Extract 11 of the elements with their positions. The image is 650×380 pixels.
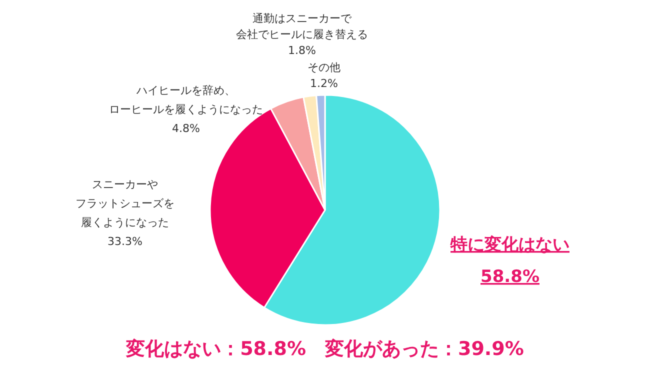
data-label: 4.8%	[172, 122, 200, 135]
data-label: 1.2%	[310, 77, 338, 90]
data-label: 1.8%	[288, 44, 316, 57]
text: 変化はない：58.8% 変化があった：39.9%	[125, 338, 524, 360]
slice-label: 特に変化はない	[450, 235, 570, 255]
slice-label: スニーカーやフラットシューズを履くようになった	[76, 178, 174, 229]
slice-label: 通勤はスニーカーで会社でヒールに履き替える	[236, 12, 368, 41]
data-label: 58.8%	[480, 267, 540, 287]
slice-label: ハイヒールを辞め、ローヒールを履くようになった	[109, 84, 263, 116]
slice-label: その他	[308, 61, 340, 74]
data-label: 33.3%	[108, 235, 142, 248]
